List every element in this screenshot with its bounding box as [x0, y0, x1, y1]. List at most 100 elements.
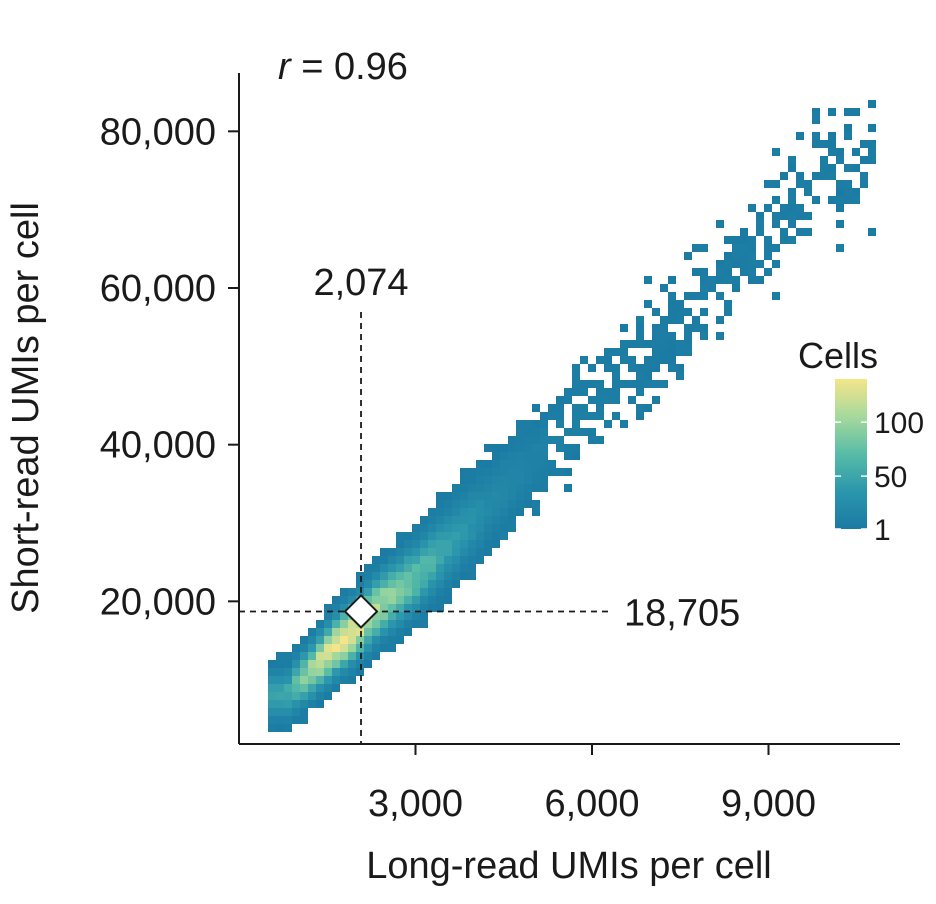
density-bin [452, 532, 460, 540]
density-bin [324, 660, 332, 668]
density-bin [868, 140, 876, 148]
density-bin [356, 580, 364, 588]
density-bin [332, 604, 340, 612]
median-diamond-marker [343, 594, 379, 629]
density-bin [356, 668, 364, 676]
density-bin [268, 676, 276, 684]
density-bin [620, 324, 628, 332]
density-bin [508, 476, 516, 484]
density-bin [588, 380, 596, 388]
density-bin [572, 412, 580, 420]
density-bin [396, 596, 404, 604]
density-bin [428, 588, 436, 596]
density-bin [724, 308, 732, 316]
density-bin [788, 156, 796, 164]
density-bin [412, 580, 420, 588]
density-bin [668, 356, 676, 364]
density-bin [388, 588, 396, 596]
density-bin [412, 540, 420, 548]
density-bin [420, 564, 428, 572]
legend-tick-label: 100 [874, 407, 924, 440]
density-bin [420, 604, 428, 612]
density-bin [724, 260, 732, 268]
density-bin [460, 524, 468, 532]
density-bin [340, 588, 348, 596]
density-bin [692, 324, 700, 332]
density-bin [820, 164, 828, 172]
density-bin [604, 396, 612, 404]
density-bin [340, 636, 348, 644]
density-bin [396, 628, 404, 636]
density-bin [508, 452, 516, 460]
density-bin [788, 196, 796, 204]
density-bin [412, 564, 420, 572]
density-bin [660, 324, 668, 332]
legend-title: Cells [798, 335, 878, 376]
density-bin [452, 540, 460, 548]
density-bin [484, 444, 492, 452]
density-bin [276, 708, 284, 716]
density-bin [572, 372, 580, 380]
density-bin [404, 548, 412, 556]
density-bin [404, 588, 412, 596]
density-bin [740, 252, 748, 260]
density-bin [500, 532, 508, 540]
density-bin [364, 620, 372, 628]
density-bin [788, 164, 796, 172]
median-y-label: 18,705 [624, 592, 740, 634]
density-bin [588, 396, 596, 404]
density-bin [564, 444, 572, 452]
density-bin [436, 492, 444, 500]
density-bin [492, 460, 500, 468]
density-bin [564, 388, 572, 396]
density-bin [460, 548, 468, 556]
density-bin [684, 252, 692, 260]
density-bin [276, 660, 284, 668]
density-bin [468, 508, 476, 516]
density-bin [276, 692, 284, 700]
density-bin [444, 492, 452, 500]
legend-ticks: 1 50 100 [835, 407, 924, 547]
density-bin [380, 612, 388, 620]
density-bin [268, 660, 276, 668]
density-bin [452, 516, 460, 524]
density-bin [860, 180, 868, 188]
density-bin [436, 548, 444, 556]
density-bin [860, 156, 868, 164]
density-bin [412, 532, 420, 540]
density-bin [652, 308, 660, 316]
density-bin [684, 292, 692, 300]
density-bin [844, 180, 852, 188]
density-bin [468, 524, 476, 532]
density-bin [716, 316, 724, 324]
density-bin [292, 700, 300, 708]
density-bin [604, 420, 612, 428]
density-bin [324, 684, 332, 692]
density-bin [444, 508, 452, 516]
density-bin [412, 612, 420, 620]
density-bin [284, 716, 292, 724]
density-bin [420, 556, 428, 564]
density-bin [396, 604, 404, 612]
density-bin [596, 380, 604, 388]
density-bin [564, 484, 572, 492]
density-bin [676, 340, 684, 348]
density-bin [340, 612, 348, 620]
density-bin [268, 716, 276, 724]
density-bin [316, 644, 324, 652]
density-bin [364, 660, 372, 668]
density-bin [380, 596, 388, 604]
density-bin [524, 468, 532, 476]
density-bin [316, 692, 324, 700]
density-bin [468, 468, 476, 476]
density-bin [724, 300, 732, 308]
density-bin [468, 476, 476, 484]
density-bin [668, 316, 676, 324]
density-bin [652, 348, 660, 356]
density-bin [484, 476, 492, 484]
density-bin [428, 548, 436, 556]
density-bin [748, 236, 756, 244]
density-bin [844, 196, 852, 204]
density-bin [308, 692, 316, 700]
density-bin [372, 588, 380, 596]
